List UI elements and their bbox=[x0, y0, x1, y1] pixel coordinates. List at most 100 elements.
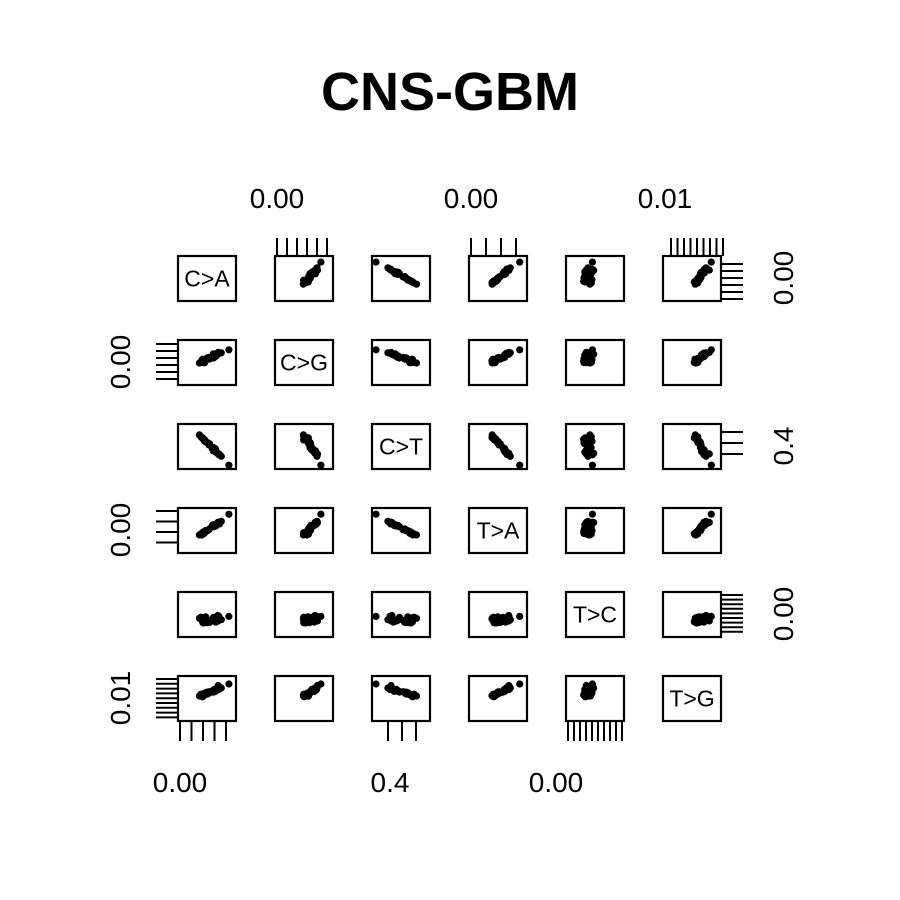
scatter-point bbox=[384, 517, 392, 525]
scatter-point bbox=[372, 680, 380, 688]
scatter-point bbox=[707, 258, 715, 266]
panel-0-5 bbox=[661, 254, 723, 303]
scatter-point bbox=[489, 278, 497, 286]
scatter-point bbox=[583, 434, 592, 442]
panel-4-0 bbox=[176, 590, 238, 639]
scatter-point bbox=[583, 530, 592, 538]
panel-5-1 bbox=[273, 674, 335, 723]
panel-1-4 bbox=[564, 338, 626, 387]
top-tick-label-2: 0.01 bbox=[638, 183, 693, 214]
bottom-tick-label-2: 0.00 bbox=[529, 767, 584, 798]
scatter-point bbox=[408, 692, 416, 700]
scatter-point bbox=[588, 461, 597, 469]
scatter-point bbox=[707, 461, 715, 469]
scatter-point bbox=[309, 268, 317, 276]
left-ticks-row3 bbox=[156, 510, 178, 544]
panel-frame bbox=[564, 338, 626, 387]
scatter-point bbox=[501, 687, 509, 695]
panel-5-5: T>G bbox=[661, 674, 723, 723]
scatter-point bbox=[309, 521, 317, 530]
scatter-point bbox=[211, 687, 219, 695]
panel-3-2 bbox=[370, 506, 432, 555]
panel-2-3 bbox=[467, 422, 529, 471]
scatter-point bbox=[225, 346, 233, 354]
scatter-point bbox=[691, 434, 699, 442]
variable-label: T>G bbox=[669, 686, 714, 712]
scatter-point bbox=[489, 355, 497, 363]
panel-0-3 bbox=[467, 254, 529, 303]
scatter-point bbox=[583, 278, 592, 286]
top-ticks-col1 bbox=[276, 238, 328, 256]
variable-label: C>G bbox=[280, 350, 328, 376]
scatter-point bbox=[372, 510, 380, 518]
scatter-point bbox=[516, 612, 524, 621]
scatter-point bbox=[698, 268, 707, 276]
scatter-point bbox=[384, 616, 392, 624]
scatter-point bbox=[408, 278, 416, 286]
panel-1-0 bbox=[176, 338, 238, 387]
scatter-point bbox=[501, 445, 509, 453]
scatter-point bbox=[583, 352, 592, 360]
panel-3-5 bbox=[661, 506, 723, 555]
left-tick-label-2: 0.01 bbox=[105, 671, 136, 726]
top-tick-label-1: 0.00 bbox=[444, 183, 499, 214]
scatter-point bbox=[516, 680, 524, 688]
panel-2-4 bbox=[564, 422, 626, 471]
panel-frame bbox=[661, 674, 723, 723]
scatter-point bbox=[317, 258, 325, 266]
bottom-ticks-col2 bbox=[387, 721, 417, 741]
scatter-point bbox=[384, 684, 392, 692]
scatter-point bbox=[489, 434, 497, 442]
scatter-point bbox=[225, 612, 233, 621]
scatter-point bbox=[516, 346, 524, 354]
panel-4-2 bbox=[370, 590, 432, 639]
panel-1-1: C>G bbox=[273, 338, 335, 387]
panel-frame bbox=[273, 338, 335, 387]
scatter-point bbox=[394, 687, 402, 695]
scatter-point bbox=[583, 521, 592, 530]
chart-title: CNS-GBM bbox=[321, 62, 579, 122]
scatter-point bbox=[217, 452, 225, 460]
panels-group: C>A C>G C>T T>A T>C T>G bbox=[176, 254, 723, 723]
scatter-point bbox=[394, 268, 402, 276]
panel-frame bbox=[370, 338, 432, 387]
panel-2-2: C>T bbox=[370, 422, 432, 471]
axis-ticks-group bbox=[156, 238, 743, 741]
scatter-point bbox=[691, 530, 699, 538]
panel-5-4 bbox=[564, 674, 626, 723]
scatter-point bbox=[394, 521, 402, 530]
scatter-point bbox=[309, 445, 317, 453]
scatter-point bbox=[408, 616, 416, 624]
panel-frame bbox=[370, 674, 432, 723]
scatter-point bbox=[211, 445, 219, 453]
scatter-point bbox=[501, 616, 509, 624]
axis-tick-labels-group: 0.00 0.00 0.01 0.00 0.4 0.00 0.00 0.00 0.01 0.00 0… bbox=[105, 183, 799, 798]
scatter-point bbox=[583, 687, 592, 695]
scatter-point bbox=[304, 434, 312, 442]
scatter-point bbox=[199, 692, 207, 700]
scatter-point bbox=[211, 352, 219, 360]
bottom-tick-label-1: 0.4 bbox=[371, 767, 410, 798]
panel-5-2 bbox=[370, 674, 432, 723]
scatter-point bbox=[707, 510, 715, 518]
scatter-point bbox=[309, 687, 317, 695]
variable-label: T>A bbox=[477, 518, 520, 544]
scatter-point bbox=[225, 461, 233, 469]
scatter-point bbox=[317, 461, 325, 469]
scatter-point bbox=[506, 452, 514, 460]
scatter-point bbox=[309, 616, 317, 624]
panel-4-5 bbox=[661, 590, 723, 639]
scatter-point bbox=[691, 278, 699, 286]
panel-0-2 bbox=[370, 254, 432, 303]
scatter-point bbox=[583, 268, 592, 276]
variable-label: C>A bbox=[184, 266, 230, 292]
right-tick-label-0: 0.00 bbox=[768, 251, 799, 306]
panel-0-0: C>A bbox=[176, 254, 238, 303]
scatter-point bbox=[199, 434, 207, 442]
scatter-point bbox=[698, 445, 707, 453]
right-ticks-row4 bbox=[721, 594, 743, 633]
right-ticks-row0 bbox=[721, 263, 743, 300]
top-ticks-col5 bbox=[670, 238, 724, 256]
left-ticks-row5 bbox=[156, 678, 178, 719]
scatter-point bbox=[199, 616, 207, 624]
